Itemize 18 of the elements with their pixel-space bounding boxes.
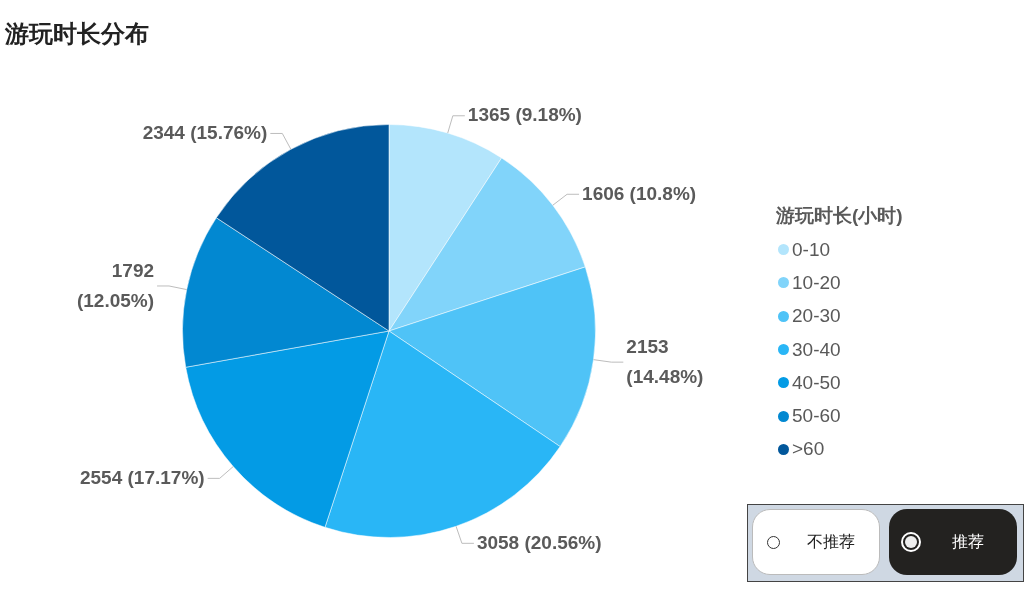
toggle-button: 不推荐 [752, 509, 880, 575]
legend-label: 10-20 [792, 271, 841, 294]
toggle-button: 推荐 [889, 509, 1017, 575]
data-label: 2344 (15.76%) [142, 121, 268, 143]
legend-label: 30-40 [792, 338, 841, 361]
legend-label: 20-30 [792, 305, 841, 328]
legend-title: 游玩时长(小时) [776, 204, 903, 228]
legend-label: 40-50 [792, 371, 841, 394]
data-label: 2153 (14.48%) [626, 336, 704, 388]
data-label: 2554 (17.17%) [79, 466, 205, 488]
legend-label: 0-10 [792, 238, 831, 261]
legend-label: 50-60 [792, 405, 841, 428]
data-label: 1792 (12.05%) [76, 260, 155, 312]
chart-title: 游玩时长分布 [5, 19, 149, 49]
data-label: 1365 (9.18%) [467, 104, 582, 125]
data-label: 3058 (20.56%) [476, 531, 602, 553]
legend-label: >60 [792, 438, 825, 461]
data-label: 1606 (10.8%) [582, 182, 697, 204]
